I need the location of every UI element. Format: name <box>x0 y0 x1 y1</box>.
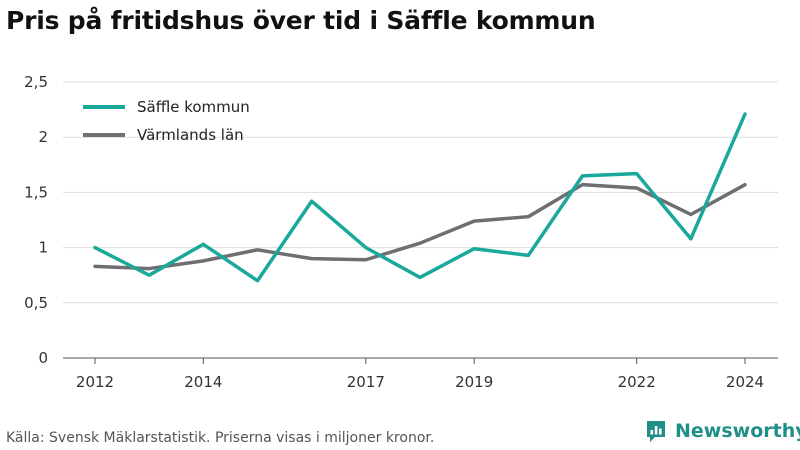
source-note: Källa: Svensk Mäklarstatistik. Priserna … <box>6 430 435 446</box>
brand-name: Newsworthy <box>675 420 800 442</box>
x-tick-label: 2017 <box>347 373 385 391</box>
x-tick-label: 2012 <box>76 373 114 391</box>
y-tick-label: 2 <box>38 128 48 146</box>
y-tick-label: 0,5 <box>24 294 48 312</box>
legend-label: Värmlands län <box>137 126 244 144</box>
x-tick-label: 2019 <box>455 373 493 391</box>
x-tick-label: 2014 <box>184 373 222 391</box>
x-axis: 2012 2014 2017 2019 2022 2024 <box>76 358 764 391</box>
series-line-saffle <box>93 112 747 283</box>
legend-label: Säffle kommun <box>137 98 250 116</box>
y-tick-label: 2,5 <box>24 73 48 91</box>
series-lines <box>93 112 747 283</box>
line-chart: 0 0,5 1 1,5 2 2,5 2012 2014 2017 2019 2022 2024 Sä… <box>24 73 778 391</box>
series-line-varmland <box>93 182 747 271</box>
legend: Säffle kommun Värmlands län <box>83 98 250 144</box>
newsworthy-logo-icon <box>647 421 665 442</box>
y-tick-label: 1,5 <box>24 183 48 201</box>
y-tick-label: 1 <box>38 239 48 257</box>
x-tick-label: 2022 <box>618 373 656 391</box>
brand-logo: Newsworthy <box>644 419 800 443</box>
y-tick-label: 0 <box>38 349 48 367</box>
grid-lines: 0 0,5 1 1,5 2 2,5 <box>24 73 778 367</box>
chart-title: Pris på fritidshus över tid i Säffle kom… <box>6 6 596 35</box>
x-tick-label: 2024 <box>726 373 764 391</box>
